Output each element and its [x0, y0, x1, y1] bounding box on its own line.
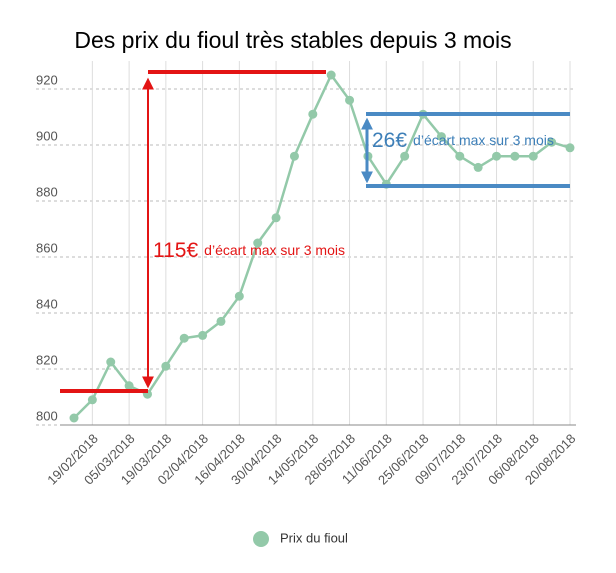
point	[161, 361, 171, 371]
point	[345, 95, 355, 105]
point	[510, 151, 520, 161]
annotation-shapes	[60, 70, 570, 393]
y-tick-label: 920	[36, 72, 58, 87]
point	[106, 357, 116, 367]
y-tick-label: 800	[36, 408, 58, 423]
point	[271, 213, 281, 223]
plot	[69, 70, 575, 423]
annotation-amount: 115€	[153, 239, 198, 262]
point	[216, 316, 226, 326]
point	[436, 132, 446, 142]
annotation: 115€ d’écart max sur 3 mois	[153, 239, 345, 262]
legend-swatch	[253, 531, 269, 547]
chart-title: Des prix du fioul très stables depuis 3 …	[74, 27, 511, 53]
point	[326, 70, 336, 80]
point	[455, 151, 465, 161]
point	[308, 109, 318, 119]
point	[547, 137, 557, 147]
y-tick-label: 840	[36, 296, 58, 311]
point	[179, 333, 189, 343]
line	[73, 72, 571, 419]
point	[473, 162, 483, 172]
point	[87, 395, 97, 405]
point	[400, 151, 410, 161]
point	[69, 413, 79, 423]
point	[492, 151, 502, 161]
legend: Prix du fioul	[253, 530, 348, 547]
point	[528, 151, 538, 161]
point	[124, 381, 134, 391]
point	[289, 151, 299, 161]
point	[198, 330, 208, 340]
point	[565, 143, 575, 153]
y-tick-label: 860	[36, 240, 58, 255]
point	[253, 238, 263, 248]
annotation: 26€ d’écart max sur 3 mois	[372, 129, 554, 152]
annotation-text: d’écart max sur 3 mois	[413, 132, 554, 148]
y-tick-label: 900	[36, 128, 58, 143]
point	[234, 291, 244, 301]
annotation-amount: 26€	[372, 129, 407, 152]
annotation-text: d’écart max sur 3 mois	[204, 242, 345, 258]
y-tick-label: 880	[36, 184, 58, 199]
legend-label: Prix du fioul	[280, 530, 348, 545]
y-tick-label: 820	[36, 352, 58, 367]
